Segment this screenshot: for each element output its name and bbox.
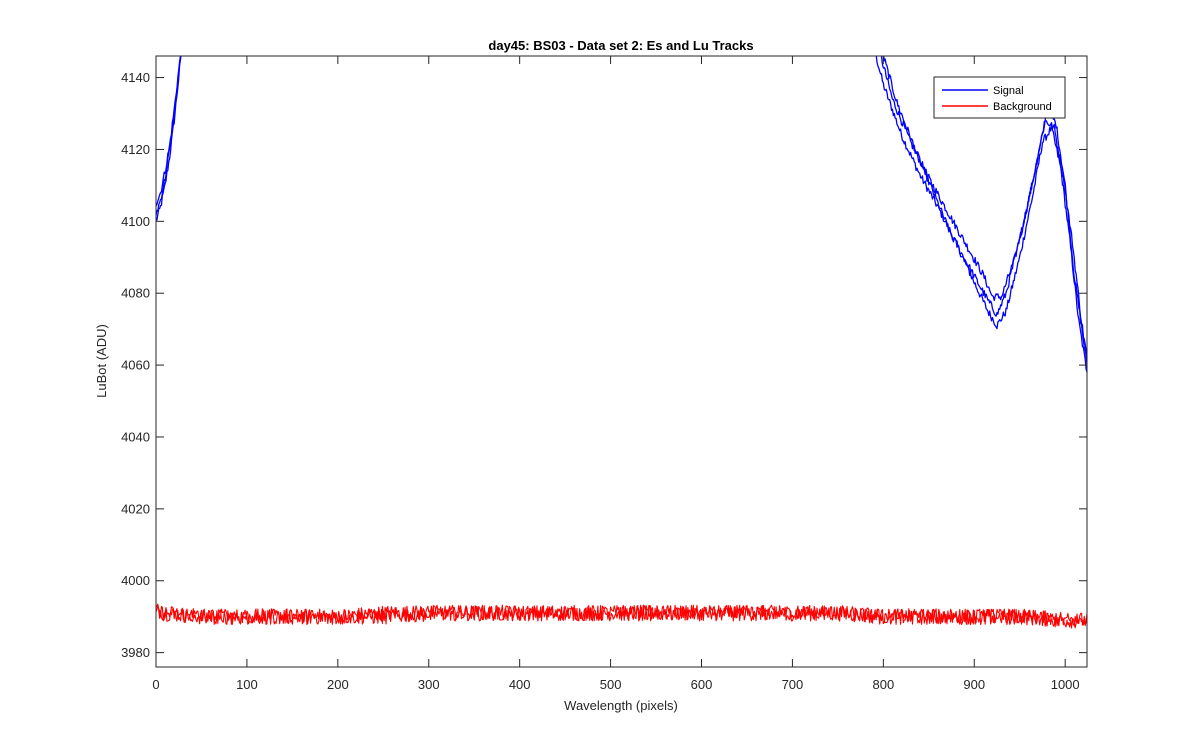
- y-tick-label: 4100: [121, 214, 150, 229]
- series-line-background-2: [156, 604, 1087, 628]
- x-tick-label: 600: [691, 677, 713, 692]
- series-line-signal-3: [156, 56, 1087, 358]
- y-tick-label: 4140: [121, 70, 150, 85]
- x-tick-label: 300: [418, 677, 440, 692]
- x-tick-label: 500: [600, 677, 622, 692]
- plot-frame: [155, 55, 1088, 668]
- legend-label-background: Background: [993, 101, 1052, 113]
- y-tick-label: 4120: [121, 142, 150, 157]
- y-tick-label: 4000: [121, 573, 150, 588]
- y-tick-label: 4060: [121, 358, 150, 373]
- x-tick-label: 700: [782, 677, 804, 692]
- y-tick-label: 4020: [121, 501, 150, 516]
- x-tick-label: 400: [509, 677, 531, 692]
- x-tick-label: 1000: [1051, 677, 1080, 692]
- x-tick-label: 200: [327, 677, 349, 692]
- y-tick-label: 3980: [121, 645, 150, 660]
- legend: Signal Background: [933, 76, 1066, 119]
- series-layer: [156, 56, 1087, 629]
- plot-area: [156, 56, 1087, 667]
- chart-title: day45: BS03 - Data set 2: Es and Lu Trac…: [488, 38, 753, 53]
- x-tick-label: 100: [236, 677, 258, 692]
- y-tick-label: 4040: [121, 429, 150, 444]
- y-axis-label: LuBot (ADU): [94, 324, 109, 398]
- legend-box: [933, 76, 1066, 119]
- x-tick-label: 0: [152, 677, 159, 692]
- y-tick-label: 4080: [121, 286, 150, 301]
- x-tick-label: 900: [963, 677, 985, 692]
- legend-label-signal: Signal: [993, 85, 1024, 97]
- ticks-layer: 0 100 200 300 400 500 600 700 800 900 1000 3980 4000…: [121, 56, 1087, 692]
- x-axis-label: Wavelength (pixels): [564, 698, 678, 713]
- x-tick-label: 800: [872, 677, 894, 692]
